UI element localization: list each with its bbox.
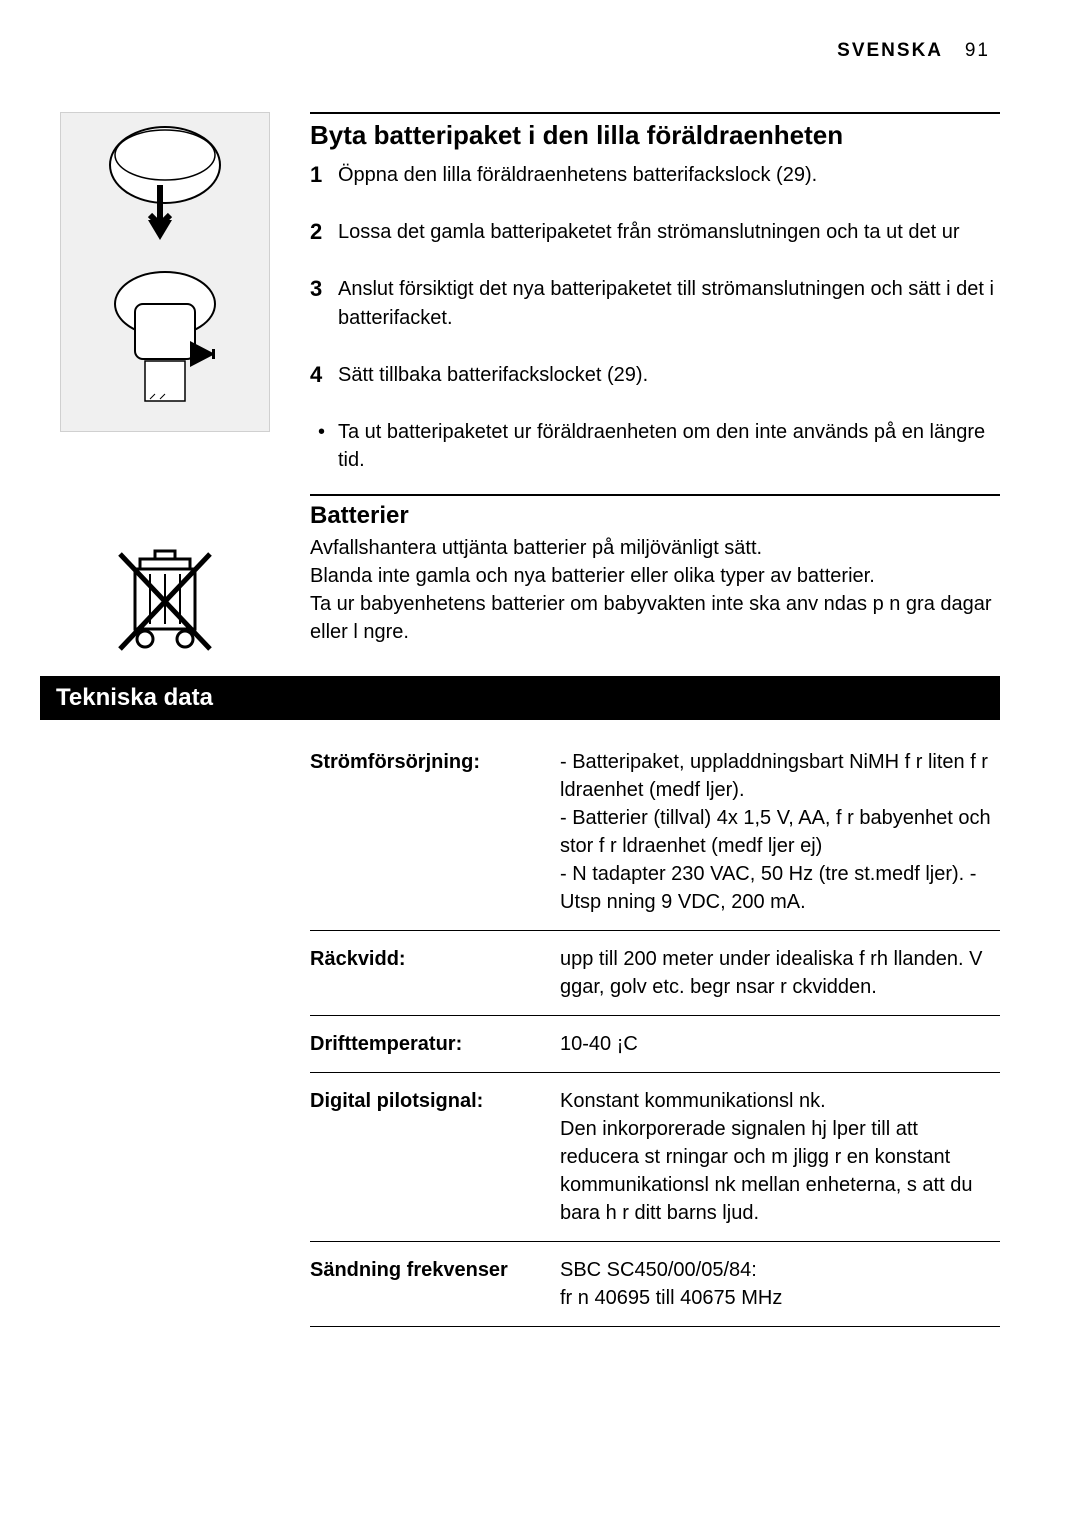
step-2: 2Lossa det gamla batteripaketet från str… [310,218,1000,247]
step-list: 1Öppna den lilla föräldraenhetens batter… [310,161,1000,390]
illustration-column-2 [60,494,290,664]
spec-row-temp: Drifttemperatur: 10-40 ¡C [310,1016,1000,1073]
batteries-line1: Avfallshantera uttjänta batterier på mil… [310,534,1000,562]
spec-value: 10-40 ¡C [560,1016,1000,1073]
spec-value: Konstant kommunikationsl nk. Den inkorpo… [560,1073,1000,1242]
section-rule [310,112,1000,114]
tech-data-bar: Tekniska data [40,676,1000,720]
spec-table: Strömförsörjning: - Batteripaket, upplad… [310,738,1000,1327]
bullet-list: Ta ut batteripaketet ur föräldraenheten … [310,418,1000,474]
spec-label: Räckvidd: [310,931,560,1016]
language-label: SVENSKA [837,40,943,61]
section1-title: Byta batteripaket i den lilla föräldraen… [310,120,1000,151]
bullet-1: Ta ut batteripaketet ur föräldraenheten … [310,418,1000,474]
crossed-bin-icon [110,539,220,659]
batteries-line3: Ta ur babyenhetens batterier om babyvakt… [310,590,1000,646]
spec-row-freq: Sändning frekvenser SBC SC450/00/05/84: … [310,1242,1000,1327]
spec-value: - Batteripaket, uppladdningsbart NiMH f … [560,738,1000,931]
spec-label: Sändning frekvenser [310,1242,560,1327]
section2-title: Batterier [310,502,1000,530]
page-header: SVENSKA 91 [60,40,1000,62]
device-top-icon [100,125,230,265]
device-illustration [60,112,270,432]
spec-label: Drifttemperatur: [310,1016,560,1073]
page: SVENSKA 91 [0,0,1080,1387]
device-bottom-icon [100,269,230,419]
spec-value: upp till 200 meter under idealiska f rh … [560,931,1000,1016]
spec-value: SBC SC450/00/05/84: fr n 40695 till 4067… [560,1242,1000,1327]
page-number: 91 [965,40,990,61]
step-1: 1Öppna den lilla föräldraenhetens batter… [310,161,1000,190]
spec-label: Digital pilotsignal: [310,1073,560,1242]
section2-content: Batterier Avfallshantera uttjänta batter… [290,494,1000,1327]
section1-content: Byta batteripaket i den lilla föräldraen… [290,112,1000,484]
illustration-column [60,112,290,432]
spec-row-power: Strömförsörjning: - Batteripaket, upplad… [310,738,1000,931]
recycle-bin-illustration [60,534,270,664]
section-battery-replace: Byta batteripaket i den lilla föräldraen… [60,112,1000,484]
step-4: 4Sätt tillbaka batterifackslocket (29). [310,361,1000,390]
spec-row-pilot: Digital pilotsignal: Konstant kommunikat… [310,1073,1000,1242]
batteries-line2: Blanda inte gamla och nya batterier elle… [310,562,1000,590]
spec-label: Strömförsörjning: [310,738,560,931]
section-rule-2 [310,494,1000,496]
section-batteries: Batterier Avfallshantera uttjänta batter… [60,494,1000,1327]
step-3: 3Anslut försiktigt det nya batteripakete… [310,275,1000,333]
spec-row-range: Räckvidd: upp till 200 meter under ideal… [310,931,1000,1016]
